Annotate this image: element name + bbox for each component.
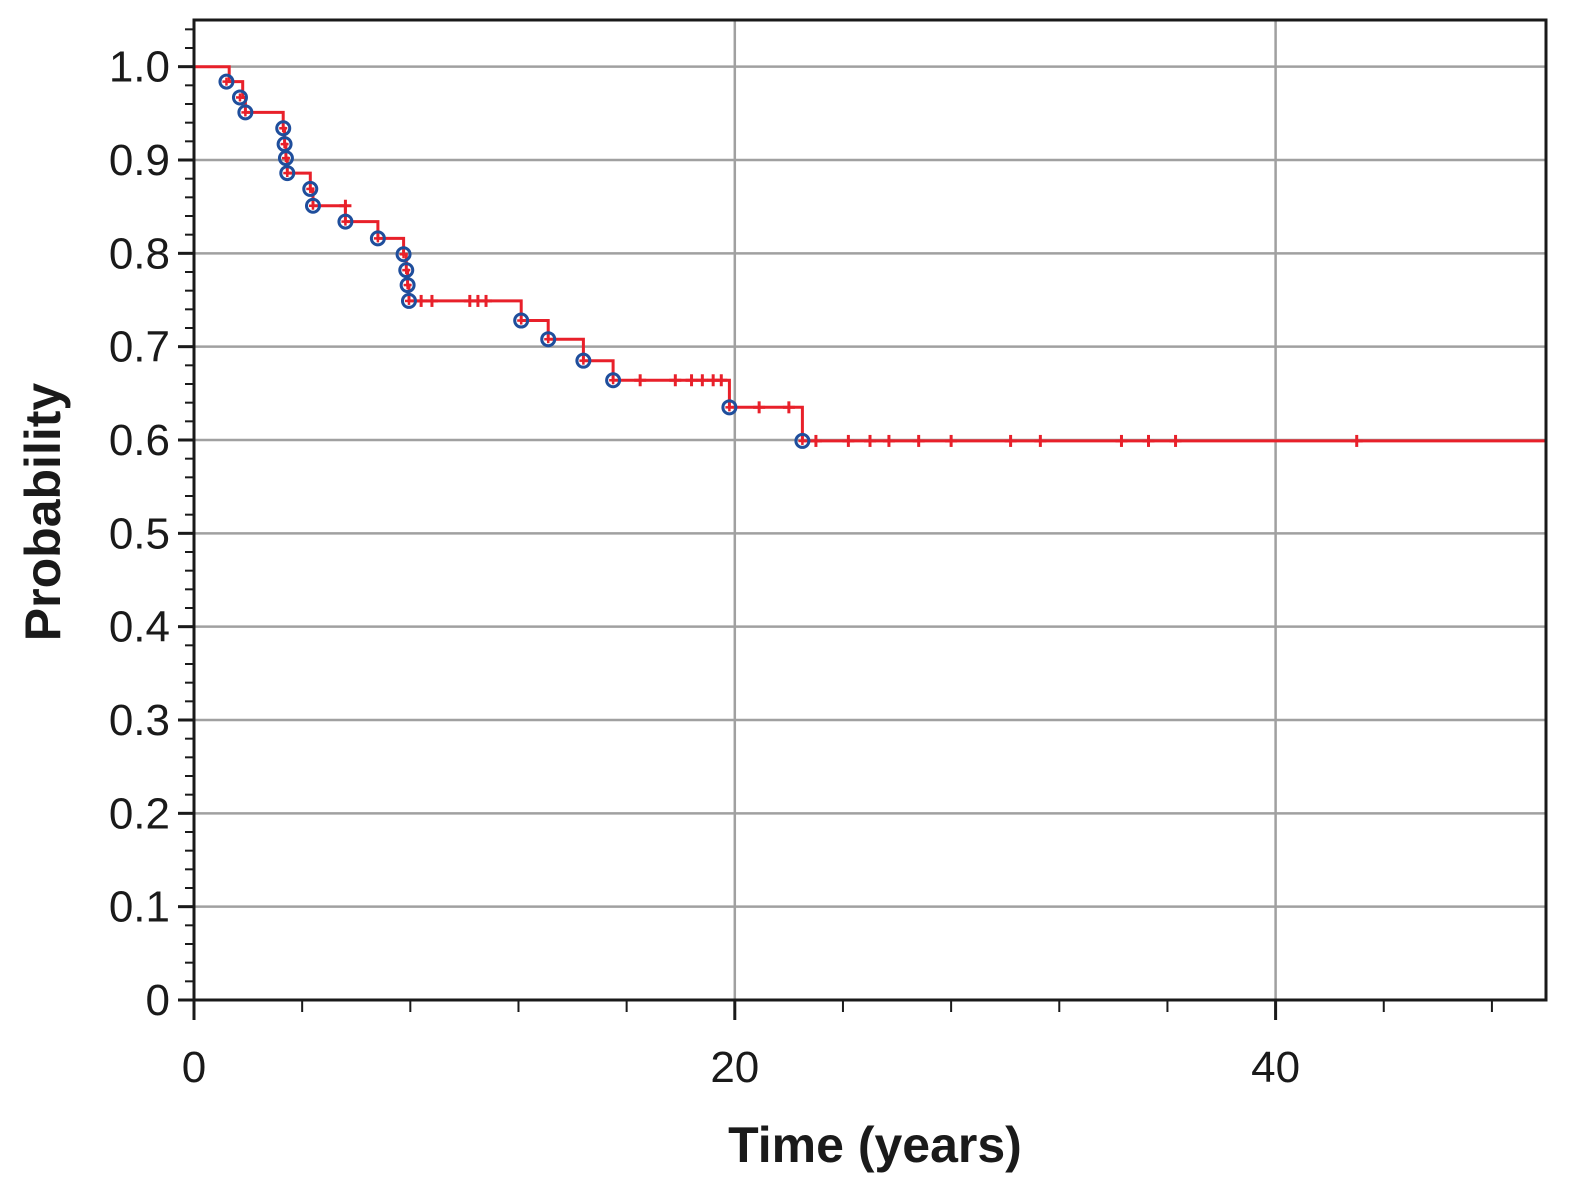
- censored-mark: [1350, 434, 1363, 447]
- censored-mark: [782, 401, 795, 414]
- y-tick-label: 1.0: [109, 43, 170, 92]
- censored-mark: [912, 434, 925, 447]
- censored-mark: [1115, 434, 1128, 447]
- y-tick-label: 0.4: [109, 603, 170, 652]
- event-marker: [398, 262, 415, 279]
- censored-mark: [669, 374, 682, 387]
- event-marker: [400, 292, 417, 309]
- event-marker: [302, 180, 319, 197]
- event-marker: [237, 104, 254, 121]
- censored-mark: [864, 434, 876, 447]
- x-tick-label: 0: [182, 1043, 206, 1092]
- censored-mark: [945, 434, 958, 447]
- censored-mark: [425, 294, 438, 307]
- censored-mark: [882, 434, 895, 447]
- event-marker: [513, 312, 530, 329]
- y-tick-label: 0.8: [109, 229, 170, 278]
- event-marker: [794, 432, 811, 449]
- curve-markers: [218, 73, 1363, 449]
- censored-mark: [753, 401, 766, 414]
- censored-mark: [1004, 434, 1017, 447]
- event-marker: [275, 120, 292, 137]
- x-axis: 0 20 40: [182, 1000, 1493, 1092]
- censored-mark: [809, 434, 822, 447]
- y-tick-label: 0: [146, 976, 170, 1025]
- event-marker: [304, 197, 321, 214]
- event-marker: [395, 246, 412, 263]
- event-marker: [575, 352, 592, 369]
- censored-mark: [339, 199, 352, 212]
- event-marker: [721, 399, 738, 416]
- censored-mark: [415, 294, 428, 307]
- censored-mark: [1169, 434, 1182, 447]
- censored-mark: [696, 374, 709, 387]
- y-tick-label: 0.7: [109, 323, 170, 372]
- y-axis: 0 0.1 0.2 0.3 0.4 0.5 0.6 0.7 0.8 0.9 1.0: [109, 28, 194, 1025]
- event-marker: [369, 230, 386, 247]
- event-marker: [337, 213, 354, 230]
- event-marker: [218, 73, 235, 90]
- y-tick-label: 0.9: [109, 136, 170, 185]
- y-axis-title: Probability: [15, 383, 71, 642]
- y-tick-label: 0.3: [109, 696, 170, 745]
- censored-mark: [634, 374, 647, 387]
- y-tick-label: 0.1: [109, 883, 170, 932]
- plot-background: [194, 20, 1546, 1000]
- plot-frame: [192, 18, 1548, 1002]
- event-marker: [231, 89, 248, 106]
- censored-mark: [685, 374, 698, 387]
- y-tick-label: 0.6: [109, 416, 170, 465]
- event-marker: [277, 150, 294, 167]
- event-marker: [279, 165, 296, 182]
- censored-mark: [715, 374, 728, 387]
- x-tick-label: 20: [710, 1043, 759, 1092]
- event-marker: [540, 331, 557, 348]
- event-marker: [399, 277, 416, 294]
- x-tick-label: 40: [1251, 1043, 1300, 1092]
- y-tick-label: 0.2: [109, 789, 170, 838]
- censored-mark: [842, 434, 855, 447]
- censored-mark: [1142, 434, 1155, 447]
- censored-mark: [1034, 434, 1047, 447]
- x-axis-title: Time (years): [728, 1117, 1022, 1173]
- censored-mark: [480, 294, 493, 307]
- event-marker: [605, 372, 622, 389]
- y-tick-label: 0.5: [109, 509, 170, 558]
